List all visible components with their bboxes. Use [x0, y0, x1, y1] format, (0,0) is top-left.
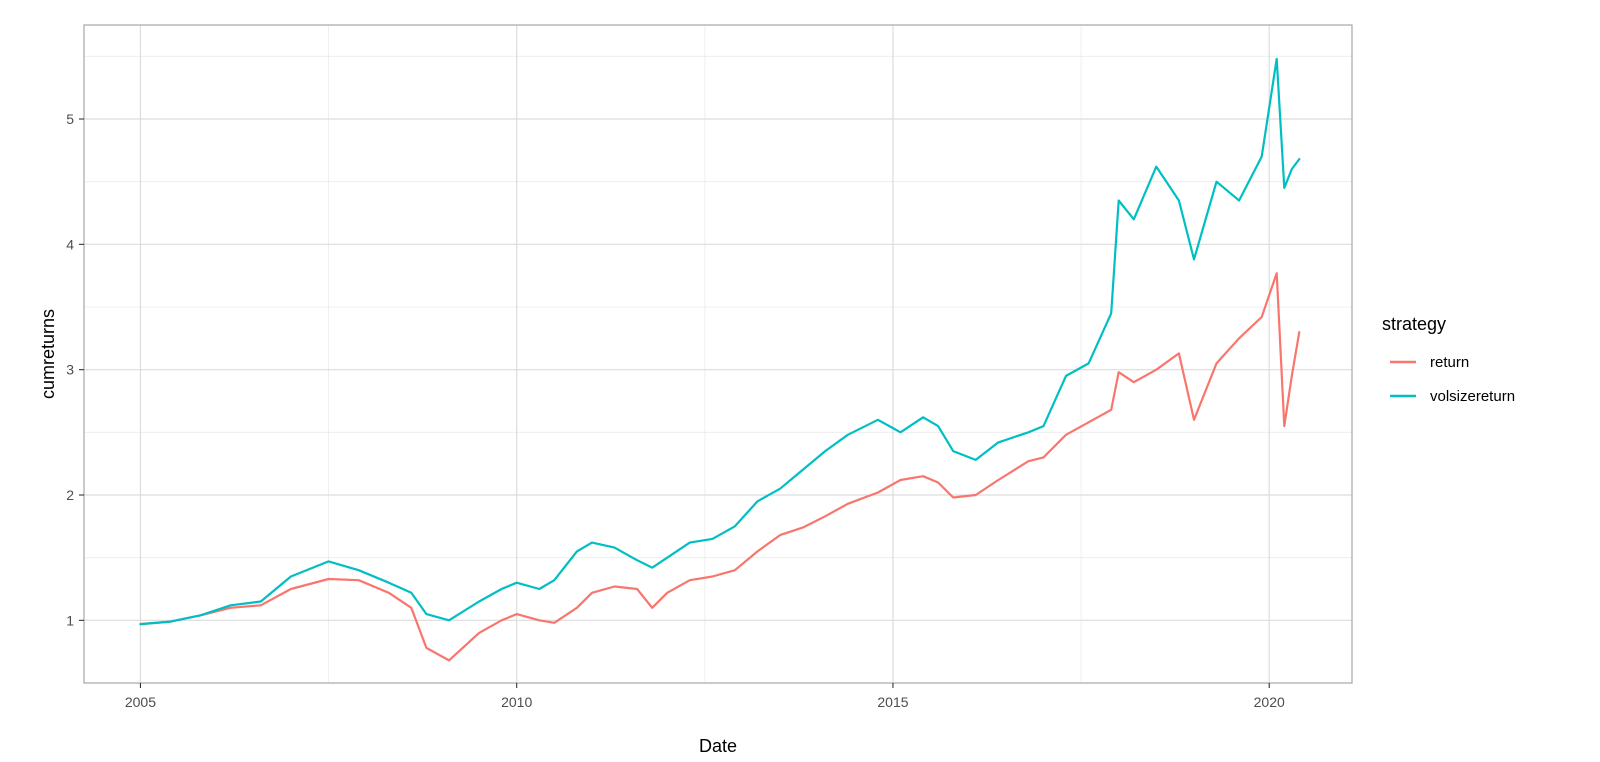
y-tick-label: 4 — [66, 236, 74, 252]
series-line-volsizereturn — [139, 57, 1301, 626]
minor-x-gridlines — [328, 25, 1082, 683]
legend-title: strategy — [1382, 314, 1446, 334]
x-tick-label: 2005 — [125, 694, 156, 710]
major-x-gridlines — [139, 25, 1270, 683]
major-y-gridlines — [84, 118, 1352, 621]
y-tick-label: 3 — [66, 362, 74, 378]
plot-panel — [83, 24, 1353, 684]
y-axis-title: cumreturns — [38, 309, 58, 399]
x-tick-label: 2020 — [1254, 694, 1285, 710]
y-tick-label: 2 — [66, 487, 74, 503]
x-tick-label: 2015 — [877, 694, 908, 710]
legend: strategy return volsizereturn — [1382, 314, 1515, 405]
legend-label-return: return — [1430, 354, 1469, 371]
series-lines — [139, 57, 1301, 662]
y-tick-label: 5 — [66, 111, 74, 127]
y-axis: 1 2 3 4 5 — [66, 111, 84, 628]
y-tick-label: 1 — [66, 612, 74, 628]
plot-border — [83, 24, 1353, 684]
x-tick-label: 2010 — [501, 694, 532, 710]
x-axis-title: Date — [699, 736, 737, 756]
x-axis: 2005 2010 2015 2020 — [125, 683, 1285, 710]
minor-y-gridlines — [84, 55, 1352, 559]
series-line-return — [139, 272, 1301, 662]
legend-items: return volsizereturn — [1390, 354, 1515, 405]
legend-label-volsizereturn: volsizereturn — [1430, 388, 1515, 405]
